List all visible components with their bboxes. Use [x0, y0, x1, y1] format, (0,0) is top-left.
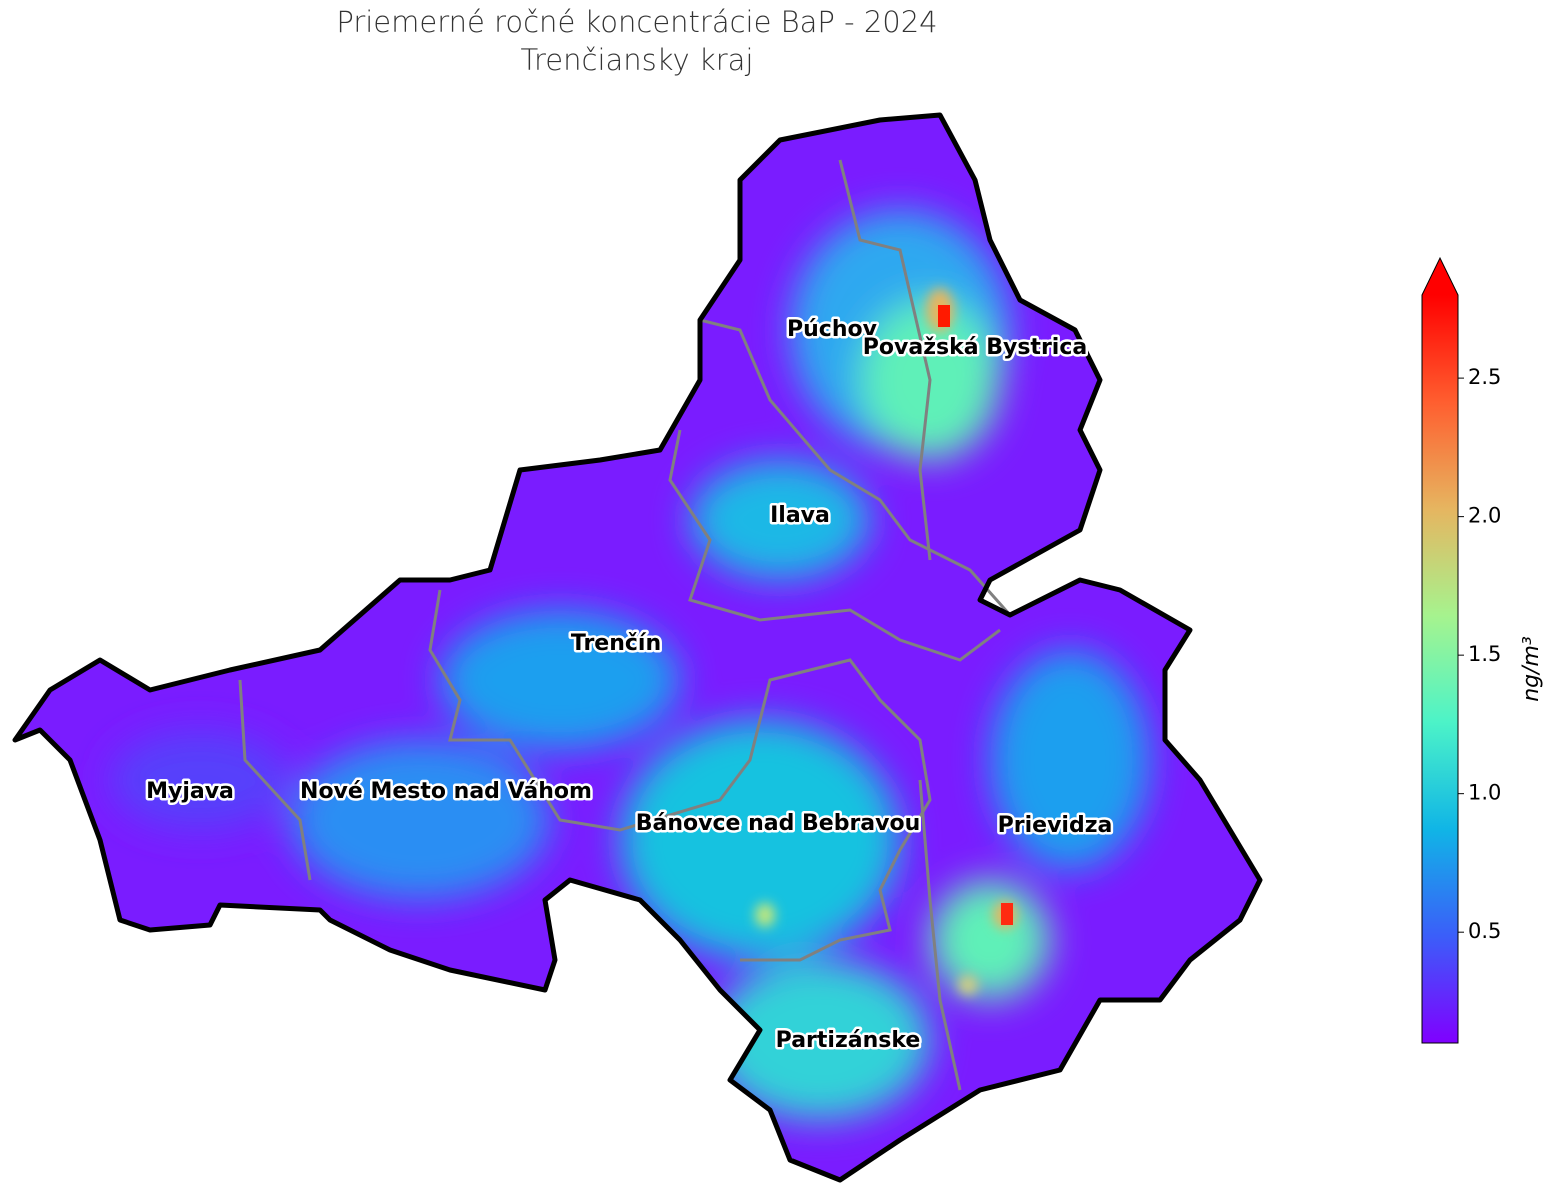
colorbar-frame — [1421, 256, 1459, 1044]
colorbar-extend — [1422, 258, 1458, 295]
district-label: Bánovce nad Bebravou — [636, 811, 921, 836]
district-label: Považská Bystrica — [863, 335, 1087, 360]
district-label: Myjava — [146, 779, 234, 804]
district-borders — [238, 159, 1012, 1091]
district-label: Ilava — [770, 503, 830, 528]
colorbar-tick-label: 2.5 — [1468, 365, 1501, 389]
colorbar-tick-label: 1.5 — [1468, 642, 1501, 666]
district-label: Nové Mesto nad Váhom — [300, 779, 592, 804]
district-label: Púchov — [787, 317, 878, 342]
colorbar-tick-label: 0.5 — [1468, 919, 1501, 943]
colorbar-tick-label: 1.0 — [1468, 781, 1501, 805]
map-subtitle: Trenčiansky kraj — [521, 43, 754, 77]
map-title: Priemerné ročné koncentrácie BaP - 2024 — [336, 5, 937, 39]
district-label: Partizánske — [776, 1028, 921, 1053]
colorbar: 0.5 1.0 1.5 2.0 2.5 ng/m³ — [1421, 256, 1544, 1044]
district-label: Trenčín — [571, 631, 661, 656]
colorbar-gradient — [1422, 295, 1458, 1043]
colorbar-label: ng/m³ — [1519, 636, 1544, 702]
colorbar-tick-label: 2.0 — [1468, 504, 1501, 528]
district-label: Prievidza — [998, 813, 1113, 838]
